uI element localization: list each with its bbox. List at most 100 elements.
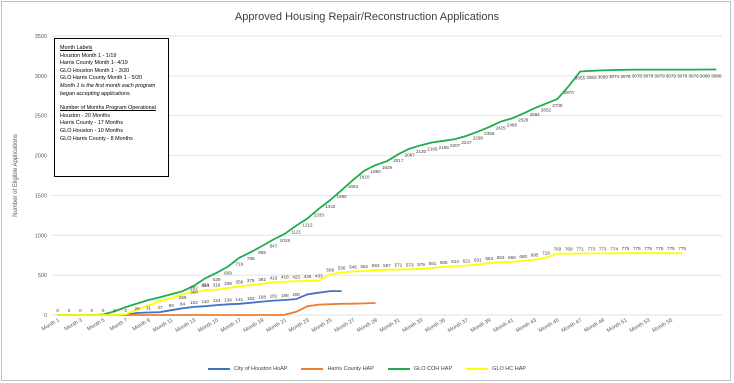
data-label: 567 [383,263,391,268]
month-label-houston: Houston Month 1 - 1/19 [60,52,117,59]
x-tick-label: Month 7 [109,318,129,333]
data-label: 546 [349,264,357,269]
data-label: 1565 [336,194,347,199]
data-label: 3076 [620,74,631,79]
data-label: 3080 [700,73,711,78]
data-label: 773 [588,246,596,251]
data-label: 0 [79,308,82,313]
data-label: 124 [213,298,221,303]
x-tick-label: Month 37 [447,318,469,334]
data-label: 200 [292,292,300,297]
data-label: 947 [270,244,278,249]
data-label: 2709 [552,103,563,108]
x-tick-label: Month 55 [651,318,673,334]
data-label: 2652 [541,108,552,113]
data-label: 418 [281,275,289,280]
data-label: 0 [102,308,105,313]
data-label: 423 [292,274,300,279]
data-label: 3074 [609,74,620,79]
data-label: 1442 [325,204,336,209]
data-label: 2870 [564,90,575,95]
legend-label: GLO HC HAP [492,366,527,372]
data-label: 460 [201,282,209,287]
y-tick-label: 0 [44,313,47,319]
data-label: 168 [258,295,266,300]
data-label: 1810 [359,175,370,180]
data-label: 552 [360,264,368,269]
legend-item-glo-hc: GLO HC HAP [466,366,526,372]
data-label: 37 [157,305,163,310]
data-label: 26 [135,306,141,311]
y-axis-title: Number of Eligible Applications [13,134,19,217]
data-label: 60 [169,303,175,308]
y-tick-label: 3000 [35,74,47,80]
x-tick-label: Month 43 [515,318,537,334]
operational-heading: Number of Months Program Operational [60,105,156,112]
data-label: 680 [519,254,527,259]
data-label: 2130 [416,149,427,154]
data-label: 1212 [302,222,313,227]
data-label: 134 [224,297,232,302]
data-label: 2528 [518,117,529,122]
data-label: 2247 [461,140,472,145]
data-label: 605 [440,260,448,265]
data-label: 0 [125,308,128,313]
data-label: 1693 [348,184,359,189]
data-label: 2017 [393,158,404,163]
data-label: 775 [644,246,652,251]
data-label: 299 [179,295,187,300]
data-label: 536 [338,265,346,270]
data-label: 339 [224,281,232,286]
data-label: 775 [656,246,664,251]
x-tick-label: Month 35 [424,318,446,334]
data-label: 653 [485,256,493,261]
data-label: 188 [281,293,289,298]
data-label: 0 [90,308,93,313]
month-label-harris-county: Harris County Month 1- 4/19 [60,60,128,67]
y-tick-label: 1000 [35,233,47,239]
y-tick-label: 3500 [35,34,47,40]
data-label: 774 [610,246,618,251]
data-label: 865 [258,250,266,255]
legend-swatch [387,368,410,370]
data-label: 0 [68,308,71,313]
data-label: 775 [622,246,630,251]
data-label: 3078 [643,74,654,79]
data-label: 2299 [473,136,484,141]
data-label: 181 [270,294,278,299]
notes-box: Month Labels Houston Month 1 - 1/19 Harr… [54,38,169,177]
data-label: 31 [146,306,152,311]
legend-swatch [466,368,489,370]
data-label: 3078 [632,74,643,79]
data-label: 3080 [711,73,722,78]
x-tick-label: Month 39 [470,318,492,334]
chart-title: Approved Housing Repair/Reconstruction A… [234,11,500,23]
x-tick-label: Month 23 [288,318,310,334]
data-label: 773 [599,246,607,251]
data-label: 769 [565,247,573,252]
data-label: 392 [258,277,266,282]
data-label: 579 [417,262,425,267]
x-tick-label: Month 11 [152,318,174,334]
data-label: 141 [236,297,244,302]
data-label: 719 [542,251,550,256]
data-label: 1880 [371,169,382,174]
data-label: 3079 [654,74,665,79]
data-label: 1929 [382,165,393,170]
data-label: 663 [497,255,505,260]
data-label: 410 [270,275,278,280]
data-label: 2185 [439,145,450,150]
data-label: 0 [56,308,59,313]
data-label: 2087 [405,153,416,158]
month-labels-heading: Month Labels [60,45,93,51]
data-label: 609 [224,270,232,275]
data-label: 3063 [586,75,597,80]
data-label: 775 [678,246,686,251]
data-label: 318 [213,283,221,288]
x-tick-label: Month 13 [174,318,196,334]
data-label: 3079 [677,74,688,79]
x-tick-label: Month 3 [64,318,84,333]
data-label: 1333 [314,213,325,218]
data-label: 621 [463,258,471,263]
